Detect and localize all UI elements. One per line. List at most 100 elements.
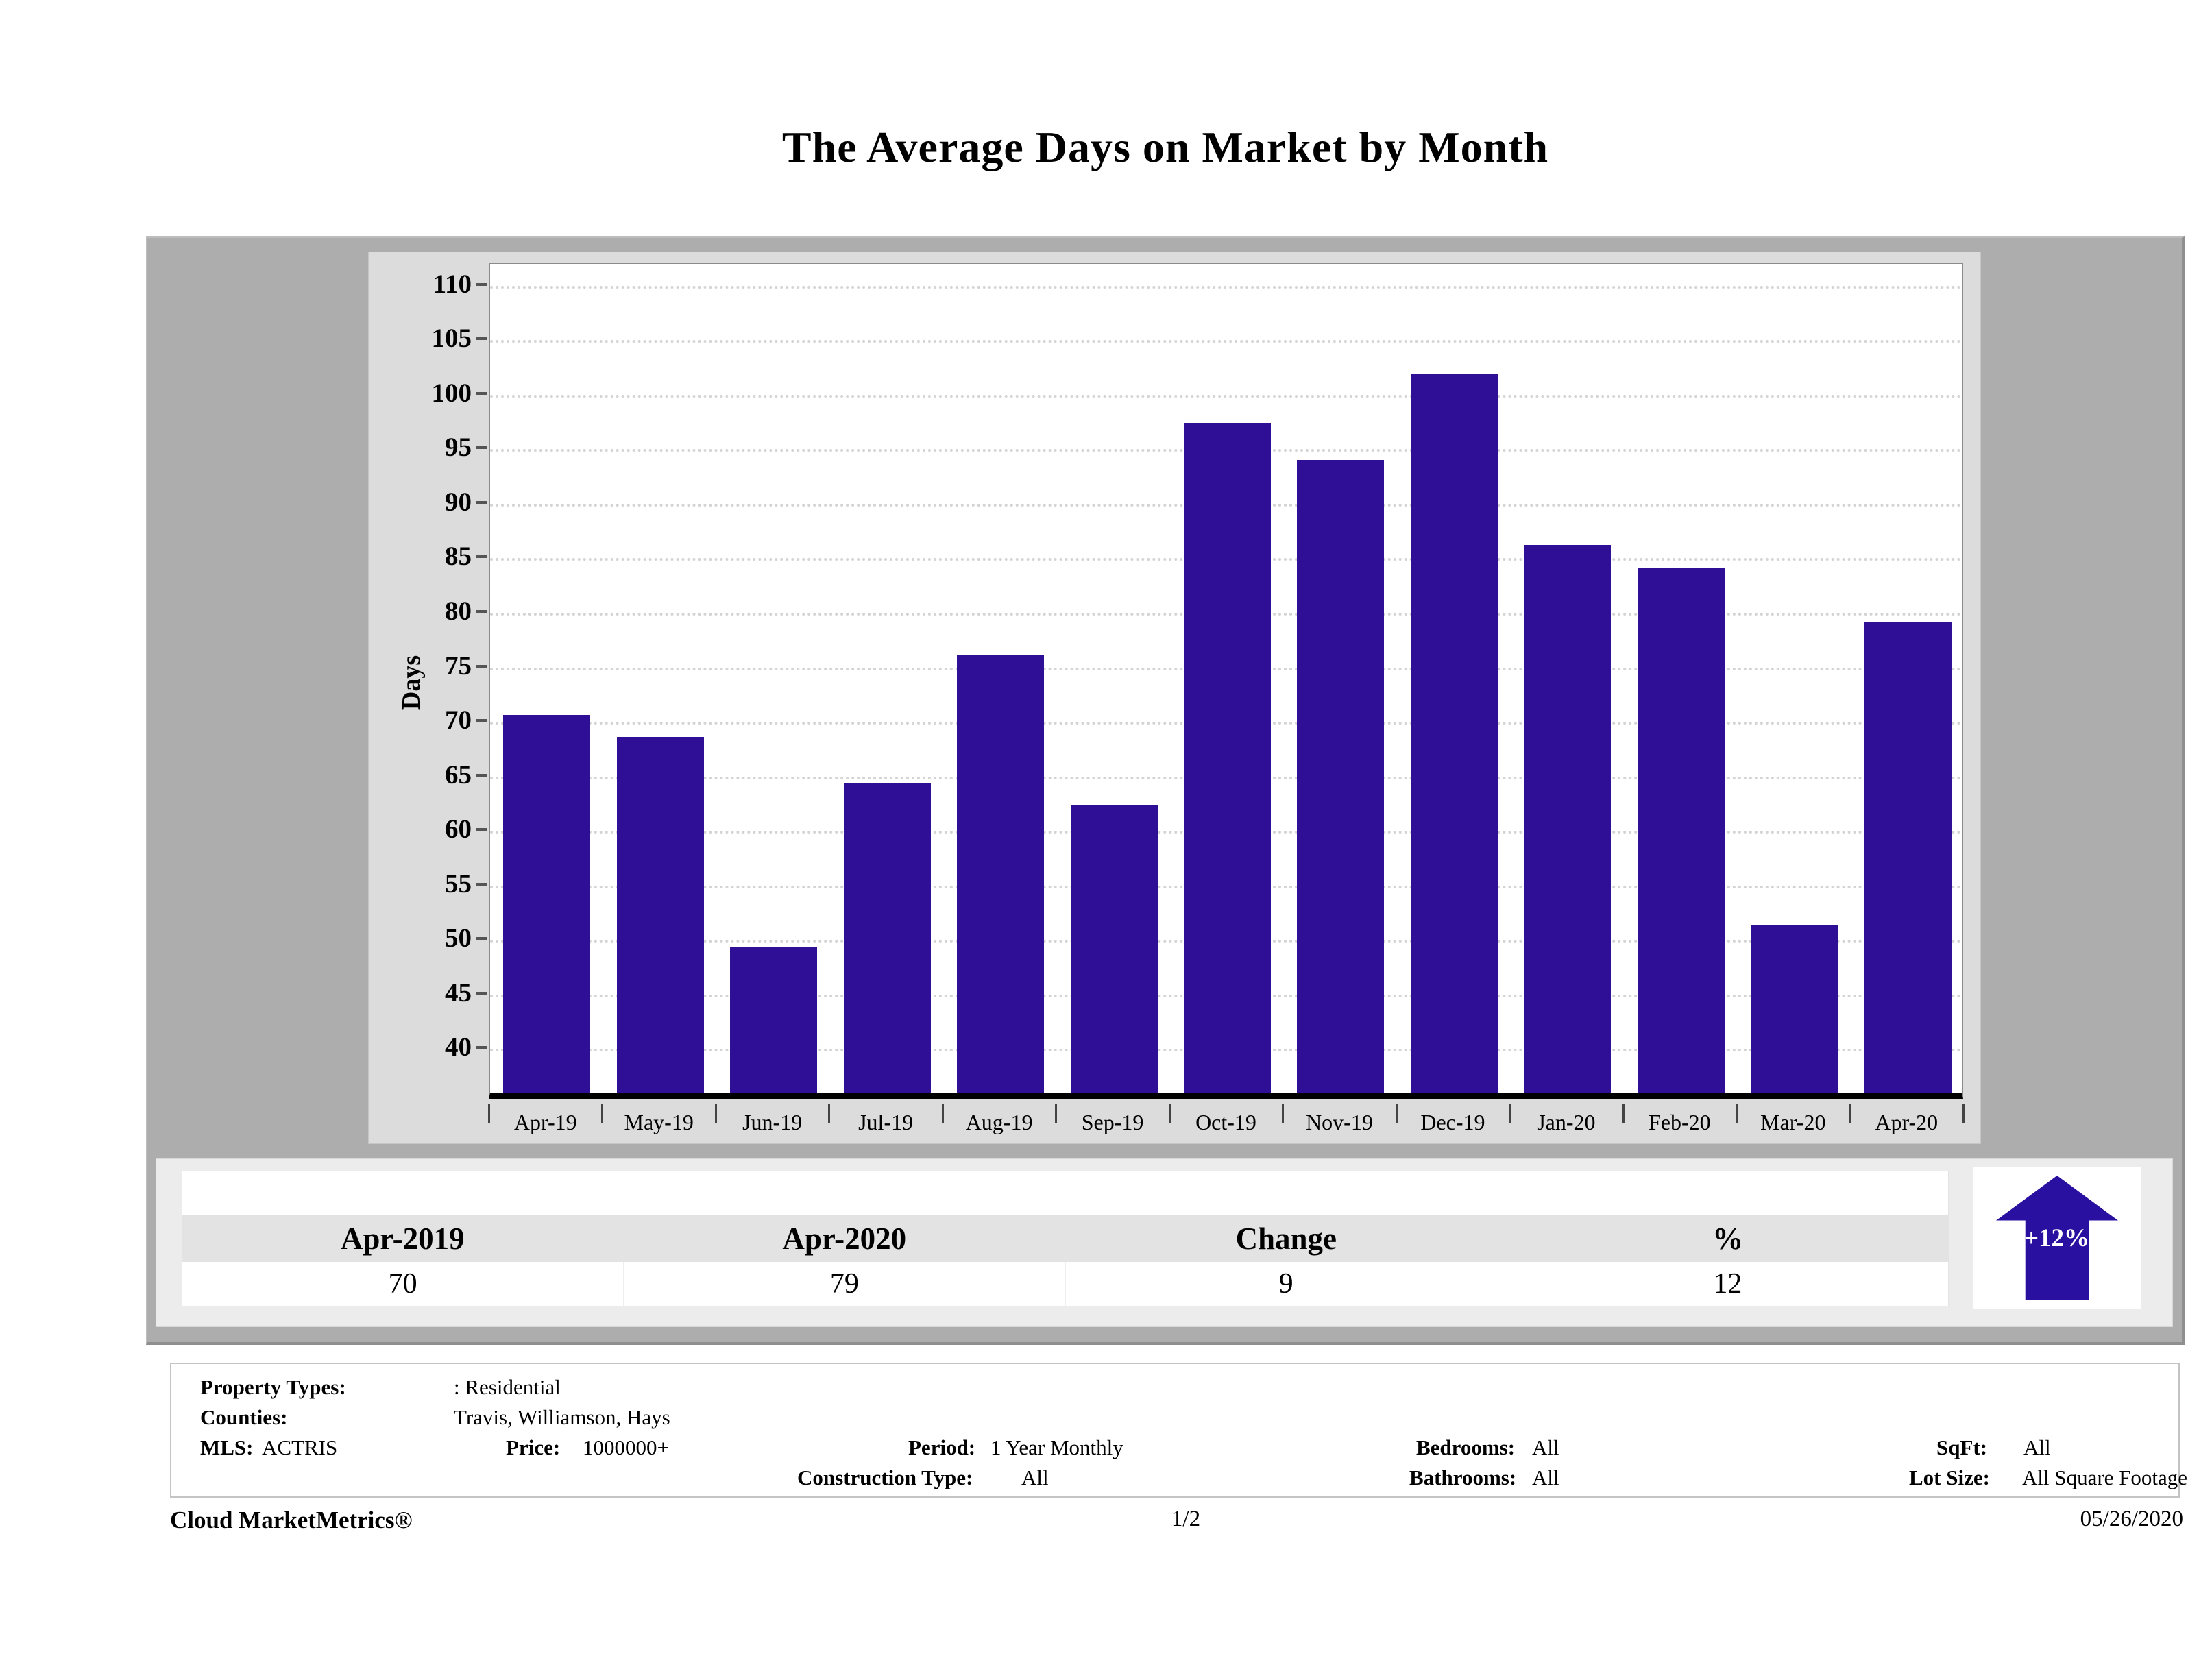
x-tick-label-Apr-19: Apr-19 bbox=[513, 1110, 577, 1134]
y-tick-mark-75 bbox=[476, 664, 487, 668]
y-tick-mark-70 bbox=[476, 719, 487, 722]
y-tick-label-110: 110 bbox=[433, 269, 472, 299]
x-tick-label-Oct-19: Oct-19 bbox=[1195, 1110, 1256, 1134]
summary-value-row: 70 79 9 12 bbox=[182, 1261, 1949, 1306]
y-tick-mark-105 bbox=[476, 337, 487, 341]
y-tick-mark-100 bbox=[476, 391, 487, 395]
y-tick-label-80: 80 bbox=[445, 596, 472, 626]
bar-Jan-20 bbox=[1524, 544, 1612, 1093]
y-tick-label-65: 65 bbox=[445, 759, 472, 790]
chart-outer-panel: Days Apr-19 May-19 Jun-19 Jul-19 Aug-19 Sep-1… bbox=[146, 236, 2185, 1345]
x-tick-mark-10 bbox=[1622, 1104, 1625, 1123]
mls-label: MLS: bbox=[200, 1435, 254, 1459]
sqft-label: SqFt: bbox=[1936, 1435, 1988, 1459]
x-tick-label-May-19: May-19 bbox=[624, 1110, 694, 1134]
x-tick-label-Mar-20: Mar-20 bbox=[1760, 1110, 1826, 1134]
x-tick-mark-9 bbox=[1509, 1104, 1511, 1123]
property-types-value: : Residential bbox=[454, 1375, 561, 1399]
x-tick-mark-1 bbox=[601, 1104, 604, 1123]
bar-Mar-20 bbox=[1751, 925, 1838, 1093]
y-tick-mark-110 bbox=[476, 282, 487, 286]
y-tick-mark-55 bbox=[476, 882, 487, 886]
gridline-100 bbox=[490, 394, 1962, 398]
summary-header-change: Change bbox=[1235, 1221, 1337, 1256]
x-tick-label-Apr-20: Apr-20 bbox=[1875, 1110, 1938, 1134]
bar-Apr-19 bbox=[503, 715, 591, 1093]
change-badge-label: +12% bbox=[2023, 1224, 2090, 1253]
summary-header-apr2020: Apr-2020 bbox=[782, 1221, 907, 1256]
construction-type-value: All bbox=[1021, 1466, 1049, 1489]
x-tick-label-Nov-19: Nov-19 bbox=[1306, 1110, 1373, 1134]
summary-value-apr2020: 79 bbox=[623, 1262, 1065, 1306]
sqft-value: All bbox=[2023, 1435, 2051, 1459]
x-tick-label-Sep-19: Sep-19 bbox=[1081, 1110, 1144, 1134]
bar-Jul-19 bbox=[843, 783, 931, 1093]
summary-header-row: Apr-2019 Apr-2020 Change % bbox=[182, 1216, 1949, 1261]
y-tick-label-75: 75 bbox=[445, 650, 472, 681]
lot-size-value: All Square Footage bbox=[2022, 1466, 2188, 1489]
y-tick-mark-95 bbox=[476, 446, 487, 450]
y-tick-mark-90 bbox=[476, 500, 487, 504]
y-tick-label-90: 90 bbox=[445, 487, 472, 517]
summary-value-change: 9 bbox=[1065, 1262, 1507, 1306]
y-tick-label-100: 100 bbox=[431, 378, 472, 408]
bar-Oct-19 bbox=[1184, 422, 1271, 1093]
plot-area bbox=[489, 263, 1963, 1099]
y-tick-mark-40 bbox=[476, 1046, 487, 1049]
change-badge: +12% bbox=[1973, 1167, 2141, 1309]
summary-header-percent: % bbox=[1712, 1221, 1744, 1256]
y-tick-mark-45 bbox=[476, 991, 487, 995]
y-tick-mark-60 bbox=[476, 828, 487, 831]
gridline-110 bbox=[490, 285, 1962, 289]
y-tick-mark-85 bbox=[476, 555, 487, 559]
footer-page-number: 1/2 bbox=[1171, 1507, 1201, 1531]
x-tick-mark-0 bbox=[488, 1104, 490, 1123]
y-tick-label-45: 45 bbox=[445, 977, 472, 1008]
bedrooms-label: Bedrooms: bbox=[1416, 1435, 1516, 1459]
y-tick-mark-50 bbox=[476, 937, 487, 940]
x-axis-strip: Apr-19 May-19 Jun-19 Jul-19 Aug-19 Sep-19 Oct-… bbox=[488, 1104, 1965, 1143]
bar-Feb-20 bbox=[1637, 568, 1725, 1093]
filter-details-box: Property Types: : Residential Counties: … bbox=[170, 1363, 2187, 1498]
x-tick-label-Feb-20: Feb-20 bbox=[1649, 1110, 1711, 1134]
bathrooms-label: Bathrooms: bbox=[1409, 1466, 1517, 1489]
y-tick-label-55: 55 bbox=[445, 868, 472, 899]
x-tick-label-Jun-19: Jun-19 bbox=[742, 1110, 803, 1134]
x-tick-mark-11 bbox=[1736, 1104, 1738, 1123]
footer-brand: Cloud MarketMetrics® bbox=[170, 1507, 413, 1533]
x-tick-mark-6 bbox=[1168, 1104, 1171, 1123]
summary-value-apr2019: 70 bbox=[388, 1268, 417, 1300]
y-tick-label-70: 70 bbox=[445, 705, 472, 735]
bar-Jun-19 bbox=[730, 947, 818, 1093]
y-tick-label-105: 105 bbox=[431, 324, 472, 354]
page-title: The Average Days on Market by Month bbox=[781, 123, 1549, 171]
x-tick-mark-4 bbox=[941, 1104, 944, 1123]
y-tick-label-50: 50 bbox=[445, 923, 472, 953]
x-tick-mark-8 bbox=[1395, 1104, 1398, 1123]
y-tick-label-40: 40 bbox=[445, 1032, 472, 1062]
x-tick-mark-3 bbox=[828, 1104, 831, 1123]
y-tick-label-95: 95 bbox=[445, 433, 472, 463]
bar-Aug-19 bbox=[957, 655, 1045, 1093]
summary-value-percent: 12 bbox=[1506, 1262, 1948, 1306]
x-tick-label-Aug-19: Aug-19 bbox=[965, 1110, 1033, 1134]
x-tick-mark-12 bbox=[1849, 1104, 1851, 1123]
counties-value: Travis, Williamson, Hays bbox=[454, 1405, 670, 1429]
bar-Apr-20 bbox=[1864, 622, 1952, 1093]
bar-Sep-19 bbox=[1070, 805, 1158, 1093]
summary-band: Apr-2019 Apr-2020 Change % 70 79 9 12 +1… bbox=[156, 1158, 2173, 1327]
bathrooms-value: All bbox=[1532, 1466, 1559, 1489]
x-tick-mark-5 bbox=[1055, 1104, 1058, 1123]
period-label: Period: bbox=[908, 1435, 976, 1459]
property-types-label: Property Types: bbox=[200, 1375, 346, 1399]
summary-header-apr2019: Apr-2019 bbox=[340, 1221, 465, 1256]
lot-size-label: Lot Size: bbox=[1909, 1466, 1990, 1489]
chart-panel: Days Apr-19 May-19 Jun-19 Jul-19 Aug-19 Sep-1… bbox=[368, 252, 1981, 1144]
mls-value: ACTRIS bbox=[262, 1435, 338, 1459]
y-tick-mark-80 bbox=[476, 609, 487, 613]
x-tick-mark-2 bbox=[714, 1104, 717, 1123]
y-tick-label-60: 60 bbox=[445, 814, 472, 844]
x-tick-label-Jul-19: Jul-19 bbox=[858, 1110, 914, 1134]
footer-date: 05/26/2020 bbox=[2080, 1507, 2183, 1531]
